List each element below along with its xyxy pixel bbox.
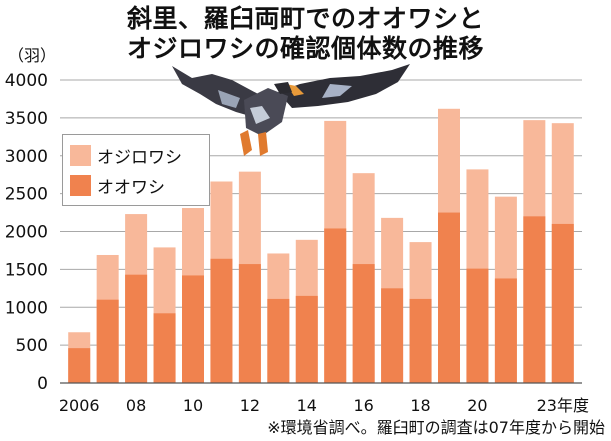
bar-oowashi — [409, 298, 432, 383]
x-tick-label: 18 — [410, 396, 430, 415]
x-tick-label: 2006 — [59, 396, 100, 415]
bar-oowashi — [324, 228, 347, 383]
eagle-beak — [286, 84, 304, 96]
eagle-left-wing-highlight — [218, 90, 240, 108]
eagle-right-wing-highlight — [322, 84, 352, 98]
bar-oowashi — [381, 288, 404, 383]
x-tick-label: 08 — [126, 396, 146, 415]
chart-title-line-1: 斜里、羅臼両町でのオオワシと — [126, 4, 484, 33]
bar-oowashi — [238, 264, 261, 383]
bar-oowashi — [153, 313, 176, 383]
bar-oowashi — [523, 216, 546, 383]
footnote: ※環境省調べ。羅臼町の調査は07年度から開始 — [267, 418, 605, 437]
bar-oowashi — [96, 299, 119, 383]
legend: オジロワシ オオワシ — [62, 134, 210, 206]
legend-item-oowashi: オオワシ — [70, 173, 165, 198]
legend-swatch-ojirowashi — [70, 144, 91, 166]
y-tick-label: 3500 — [5, 109, 48, 129]
y-tick-label: 1000 — [5, 298, 48, 318]
bar-oowashi — [295, 295, 318, 383]
chart-title-line-2: オジロワシの確認個体数の推移 — [126, 34, 484, 63]
y-tick-label: 500 — [16, 336, 48, 356]
bar-oowashi — [68, 348, 91, 383]
y-tick-label: 0 — [37, 374, 48, 394]
y-tick-label: 3000 — [5, 147, 48, 167]
bar-oowashi — [438, 212, 460, 383]
eagle-illustration — [172, 64, 410, 156]
x-tick-label: 16 — [353, 396, 373, 415]
eagle-body-highlight — [250, 106, 270, 124]
y-tick-label: 2000 — [5, 223, 48, 243]
x-tick-label: 10 — [183, 396, 203, 415]
legend-swatch-oowashi — [70, 174, 91, 196]
bar-oowashi — [466, 268, 489, 383]
bar-oowashi — [210, 258, 233, 383]
bar-oowashi — [182, 275, 204, 383]
eagle-head — [274, 82, 292, 94]
x-tick-label: 12 — [240, 396, 260, 415]
bar-oowashi — [352, 264, 375, 383]
eagle-left-talon — [240, 130, 252, 156]
bar-oowashi — [267, 298, 290, 383]
y-tick-label: 4000 — [5, 71, 48, 91]
x-tick-label: 20 — [467, 396, 487, 415]
bar-oowashi — [551, 223, 574, 383]
y-tick-label: 1500 — [5, 260, 48, 280]
y-tick-label: 2500 — [5, 185, 48, 205]
y-axis-unit: （羽） — [8, 46, 57, 65]
eagle-left-wing — [172, 66, 260, 116]
bar-oowashi — [494, 278, 517, 383]
legend-label-ojirowashi: オジロワシ — [97, 147, 182, 168]
bar-oowashi — [125, 274, 148, 383]
x-tick-label: 14 — [297, 396, 317, 415]
legend-item-ojirowashi: オジロワシ — [70, 143, 182, 168]
x-tick-label: 23年度 — [537, 396, 589, 415]
legend-label-oowashi: オオワシ — [97, 177, 165, 198]
eagle-right-talon — [258, 132, 268, 156]
